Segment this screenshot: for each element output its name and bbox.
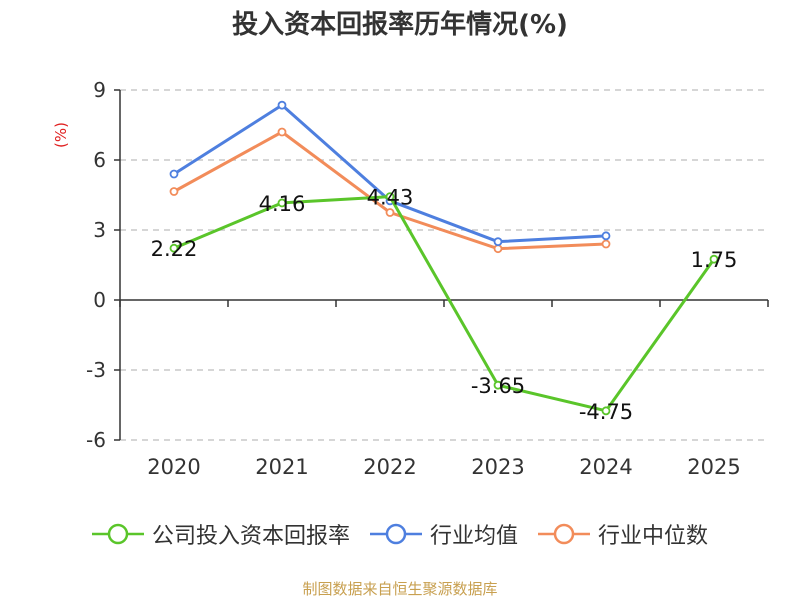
data-label: 1.75 — [691, 248, 738, 272]
x-tick-label: 2023 — [471, 455, 524, 479]
legend-item[interactable]: 行业中位数 — [538, 518, 708, 550]
y-tick-label: 6 — [93, 148, 106, 172]
x-tick-label: 2024 — [579, 455, 632, 479]
data-label: 2.22 — [151, 237, 198, 261]
data-point-2 — [277, 127, 287, 137]
data-point-0 — [385, 192, 395, 202]
x-tick-label: 2020 — [147, 455, 200, 479]
data-point-2 — [169, 187, 179, 196]
data-point-1 — [493, 237, 503, 247]
data-point-1 — [169, 169, 179, 179]
data-point-2 — [385, 208, 395, 217]
data-point-2 — [493, 244, 503, 254]
data-point-1 — [277, 100, 287, 110]
y-tick-label: 3 — [93, 218, 106, 242]
data-point-0 — [169, 243, 179, 253]
legend-label: 行业中位数 — [598, 524, 709, 549]
legend-swatch-icon — [91, 523, 144, 545]
legend-item[interactable]: 公司投入资本回报率 — [91, 518, 350, 550]
legend-swatch-icon — [369, 523, 422, 545]
legend-swatch-icon — [538, 523, 590, 545]
x-tick-label: 2022 — [363, 455, 416, 479]
data-source-note: 制图数据来自恒生聚源数据库 — [302, 580, 498, 598]
legend-label: 公司投入资本回报率 — [151, 524, 350, 549]
y-tick-label: -3 — [86, 358, 106, 382]
y-tick-label: 0 — [93, 288, 106, 312]
data-label: 4.43 — [367, 186, 414, 210]
legend: 公司投入资本回报率 行业均值 行业中位数 — [0, 518, 800, 550]
data-label: -3.65 — [471, 374, 525, 398]
y-tick-label: -6 — [86, 428, 106, 452]
y-tick-label: 9 — [93, 78, 106, 102]
data-point-2 — [601, 239, 611, 249]
data-point-0 — [601, 406, 611, 416]
series-line-0 — [173, 195, 716, 413]
legend-item[interactable]: 行业均值 — [369, 518, 518, 550]
data-point-0 — [709, 254, 719, 264]
legend-label: 行业均值 — [429, 524, 518, 549]
data-point-0 — [493, 380, 503, 390]
data-label: 4.16 — [259, 192, 306, 216]
data-point-0 — [277, 198, 287, 208]
data-label: -4.75 — [579, 400, 633, 424]
chart-title: 投入资本回报率历年情况(%) — [232, 10, 568, 40]
x-tick-label: 2021 — [255, 455, 308, 479]
data-point-1 — [601, 231, 611, 241]
x-tick-label: 2025 — [687, 455, 740, 479]
